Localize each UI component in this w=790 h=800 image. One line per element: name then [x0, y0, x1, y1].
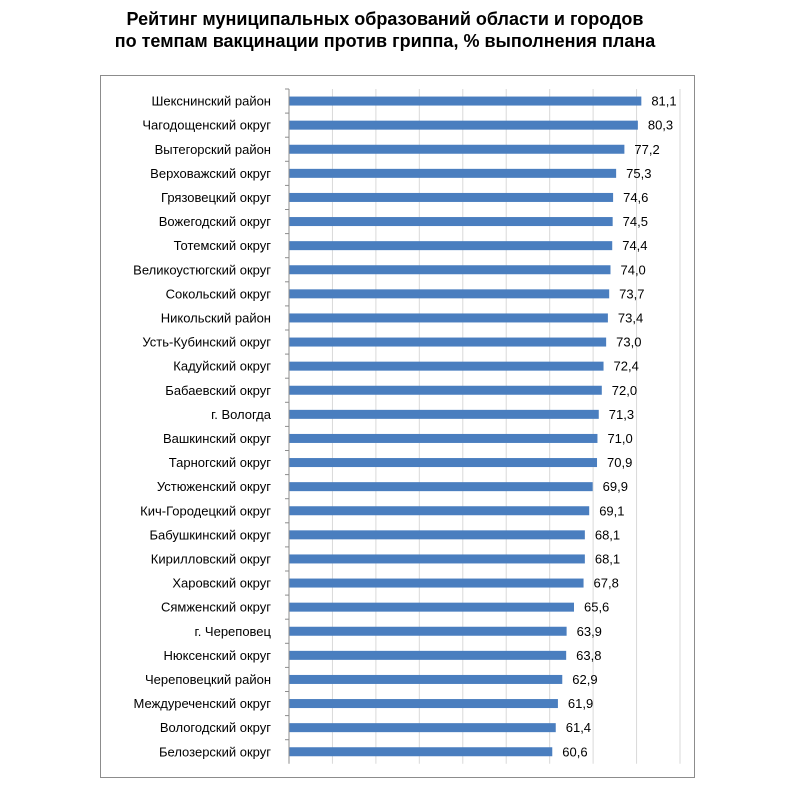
- category-label: Кич-Городецкий округ: [140, 503, 271, 518]
- bar: [289, 626, 567, 636]
- bar: [289, 747, 553, 757]
- bar: [289, 289, 610, 299]
- bar: [289, 96, 642, 106]
- bar: [289, 482, 593, 492]
- data-label: 74,0: [620, 262, 645, 277]
- data-label: 73,0: [616, 335, 641, 350]
- category-label: Сямженский округ: [161, 600, 271, 615]
- category-label: Кадуйский округ: [173, 359, 271, 374]
- data-label: 81,1: [651, 94, 676, 109]
- data-label: 67,8: [594, 576, 619, 591]
- data-label: 74,5: [623, 214, 648, 229]
- bar: [289, 361, 604, 371]
- category-label: г. Череповец: [195, 624, 272, 639]
- category-label: Усть-Кубинский округ: [142, 335, 271, 350]
- bar: [289, 506, 590, 516]
- data-label: 61,9: [568, 696, 593, 711]
- chart-frame: [100, 75, 695, 778]
- category-label: Никольский район: [161, 310, 271, 325]
- bar: [289, 265, 611, 275]
- bar: [289, 409, 599, 419]
- labels: Шекснинский район 81,1 Чагодощенский округ…: [133, 94, 676, 760]
- bar: [289, 241, 613, 251]
- chart-title: Рейтинг муниципальных образований област…: [0, 8, 770, 52]
- data-label: 68,1: [595, 527, 620, 542]
- bar: [289, 337, 607, 347]
- bar: [289, 192, 614, 202]
- bar: [289, 578, 584, 588]
- category-label: Вытегорский район: [155, 142, 271, 157]
- data-label: 63,9: [577, 624, 602, 639]
- data-label: 70,9: [607, 455, 632, 470]
- data-label: 68,1: [595, 551, 620, 566]
- category-label: Великоустюгский округ: [133, 262, 271, 277]
- data-label: 75,3: [626, 166, 651, 181]
- data-label: 73,7: [619, 286, 644, 301]
- data-label: 72,4: [614, 359, 639, 374]
- bar: [289, 144, 625, 154]
- category-label: Вологодский округ: [160, 720, 271, 735]
- bar: [289, 217, 613, 227]
- data-label: 62,9: [572, 672, 597, 687]
- category-label: Шекснинский район: [151, 94, 271, 109]
- bar: [289, 650, 567, 660]
- category-label: Тотемский округ: [174, 238, 272, 253]
- category-label: Бабаевский округ: [165, 383, 271, 398]
- category-label: Нюксенский округ: [164, 648, 272, 663]
- category-label: Тарногский округ: [169, 455, 272, 470]
- chart-title-line-2: по темпам вакцинации против гриппа, % вы…: [114, 31, 656, 51]
- data-label: 63,8: [576, 648, 601, 663]
- bars: [285, 88, 642, 757]
- bar: [289, 433, 598, 443]
- bar: [289, 530, 585, 540]
- category-label: Сокольский округ: [166, 286, 272, 301]
- chart-title-line-1: Рейтинг муниципальных образований област…: [126, 9, 644, 29]
- bar: [289, 723, 556, 733]
- data-label: 65,6: [584, 600, 609, 615]
- data-label: 77,2: [634, 142, 659, 157]
- category-label: Вашкинский округ: [163, 431, 271, 446]
- data-label: 60,6: [562, 744, 587, 759]
- category-label: Бабушкинский округ: [149, 527, 271, 542]
- bar: [289, 674, 563, 684]
- data-label: 69,1: [599, 503, 624, 518]
- category-label: Харовский округ: [172, 576, 271, 591]
- data-label: 71,3: [609, 407, 634, 422]
- category-label: г. Вологда: [211, 407, 272, 422]
- category-label: Грязовецкий округ: [161, 190, 271, 205]
- bar: [289, 554, 585, 564]
- bar: [289, 699, 558, 709]
- category-label: Кирилловский округ: [151, 551, 271, 566]
- bar: [289, 120, 638, 130]
- category-label: Чагодощенский округ: [142, 118, 271, 133]
- bar: [289, 385, 602, 395]
- data-label: 80,3: [648, 118, 673, 133]
- bar: [289, 313, 608, 323]
- bar: [289, 458, 598, 468]
- category-label: Череповецкий район: [145, 672, 271, 687]
- data-label: 61,4: [566, 720, 591, 735]
- category-label: Верховажский округ: [150, 166, 271, 181]
- data-label: 74,6: [623, 190, 648, 205]
- data-label: 72,0: [612, 383, 637, 398]
- bar: [289, 168, 617, 178]
- bar: [289, 602, 574, 612]
- category-label: Белозерский округ: [159, 744, 271, 759]
- category-label: Устюженский округ: [157, 479, 271, 494]
- category-label: Междуреченский округ: [134, 696, 272, 711]
- data-label: 69,9: [603, 479, 628, 494]
- data-label: 73,4: [618, 310, 643, 325]
- data-label: 74,4: [622, 238, 647, 253]
- category-label: Вожегодский округ: [159, 214, 271, 229]
- data-label: 71,0: [607, 431, 632, 446]
